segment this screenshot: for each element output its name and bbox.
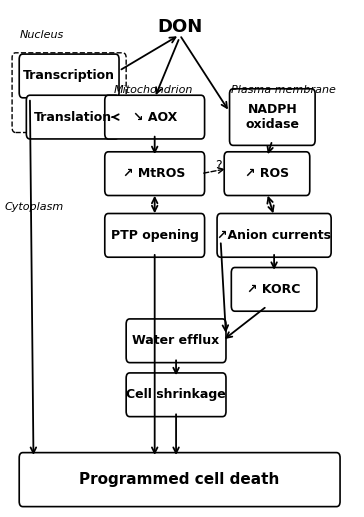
FancyBboxPatch shape (105, 95, 205, 139)
Text: Transcription: Transcription (23, 69, 115, 82)
FancyBboxPatch shape (230, 89, 315, 145)
Text: ↗Anion currents: ↗Anion currents (217, 229, 331, 242)
Text: DON: DON (157, 18, 202, 36)
Text: Cytoplasm: Cytoplasm (5, 202, 64, 212)
Text: Cell shrinkage: Cell shrinkage (126, 388, 226, 401)
FancyBboxPatch shape (232, 267, 317, 311)
FancyBboxPatch shape (105, 214, 205, 257)
FancyBboxPatch shape (19, 452, 340, 507)
Text: Programmed cell death: Programmed cell death (79, 472, 280, 487)
Text: NADPH
oxidase: NADPH oxidase (245, 103, 299, 131)
FancyBboxPatch shape (224, 152, 310, 195)
Text: ?: ? (215, 159, 221, 173)
Text: ↗ MtROS: ↗ MtROS (123, 167, 186, 180)
Text: ↗ KORC: ↗ KORC (248, 283, 301, 296)
FancyBboxPatch shape (217, 214, 331, 257)
FancyBboxPatch shape (105, 152, 205, 195)
Text: Translation: Translation (33, 111, 112, 124)
Text: Plasma membrane: Plasma membrane (232, 85, 336, 95)
FancyBboxPatch shape (19, 54, 119, 98)
FancyBboxPatch shape (126, 373, 226, 417)
FancyBboxPatch shape (26, 95, 119, 139)
Text: PTP opening: PTP opening (111, 229, 199, 242)
FancyBboxPatch shape (126, 319, 226, 362)
Text: Mitochondrion: Mitochondrion (114, 85, 193, 95)
Text: Water efflux: Water efflux (132, 334, 220, 347)
Text: Nucleus: Nucleus (19, 30, 63, 40)
Text: ↗ ROS: ↗ ROS (245, 167, 289, 180)
Text: ↘ AOX: ↘ AOX (132, 111, 177, 124)
